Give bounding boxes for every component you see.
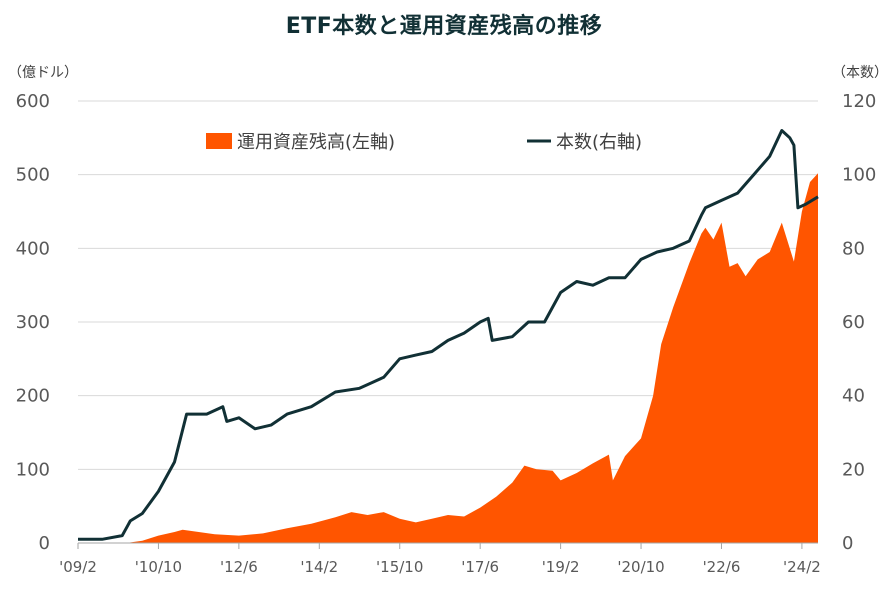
y-right-tick-label: 0 — [842, 533, 853, 554]
legend-swatch-aum — [206, 133, 232, 149]
x-tick-label: '20/10 — [617, 558, 664, 576]
legend-label-count: 本数(右軸) — [556, 132, 642, 153]
axis-layer: 0 100 200 300 400 500 600 0 20 40 60 80 100 120 （億ドル） （… — [8, 65, 888, 576]
x-tick-label: '17/6 — [461, 558, 499, 576]
y-left-tick-label: 300 — [16, 312, 50, 333]
legend-label-aum: 運用資産残高(左軸) — [237, 132, 395, 153]
y-right-tick-label: 100 — [842, 165, 876, 186]
x-tick-label: '10/10 — [135, 558, 182, 576]
x-tick-label: '12/6 — [220, 558, 258, 576]
x-tick-label: '15/10 — [376, 558, 423, 576]
aum-area-layer — [78, 173, 818, 543]
y-right-unit: （本数） — [832, 65, 888, 81]
etf-count-line-layer — [78, 129, 819, 541]
y-right-tick-label: 40 — [842, 386, 865, 407]
y-left-unit: （億ドル） — [8, 65, 78, 81]
aum-area — [78, 173, 818, 543]
x-tick-label: '09/2 — [59, 558, 97, 576]
etf-count-line — [78, 129, 819, 541]
y-left-tick-label: 0 — [39, 533, 50, 554]
x-tick-label: '19/2 — [542, 558, 580, 576]
y-left-tick-label: 500 — [16, 165, 50, 186]
y-right-tick-label: 80 — [842, 238, 865, 259]
x-tick-label: '24/2 — [783, 558, 821, 576]
y-left-tick-label: 200 — [16, 386, 50, 407]
x-tick-label: '22/6 — [703, 558, 741, 576]
legend: 運用資産残高(左軸) 本数(右軸) — [206, 132, 642, 153]
y-right-tick-label: 120 — [842, 91, 876, 112]
y-right-tick-label: 60 — [842, 312, 865, 333]
y-left-tick-label: 400 — [16, 238, 50, 259]
x-tick-label: '14/2 — [300, 558, 338, 576]
y-left-tick-label: 600 — [16, 91, 50, 112]
chart-title: ETF本数と運用資産残高の推移 — [285, 14, 603, 39]
y-right-tick-label: 20 — [842, 459, 865, 480]
y-left-tick-label: 100 — [16, 459, 50, 480]
